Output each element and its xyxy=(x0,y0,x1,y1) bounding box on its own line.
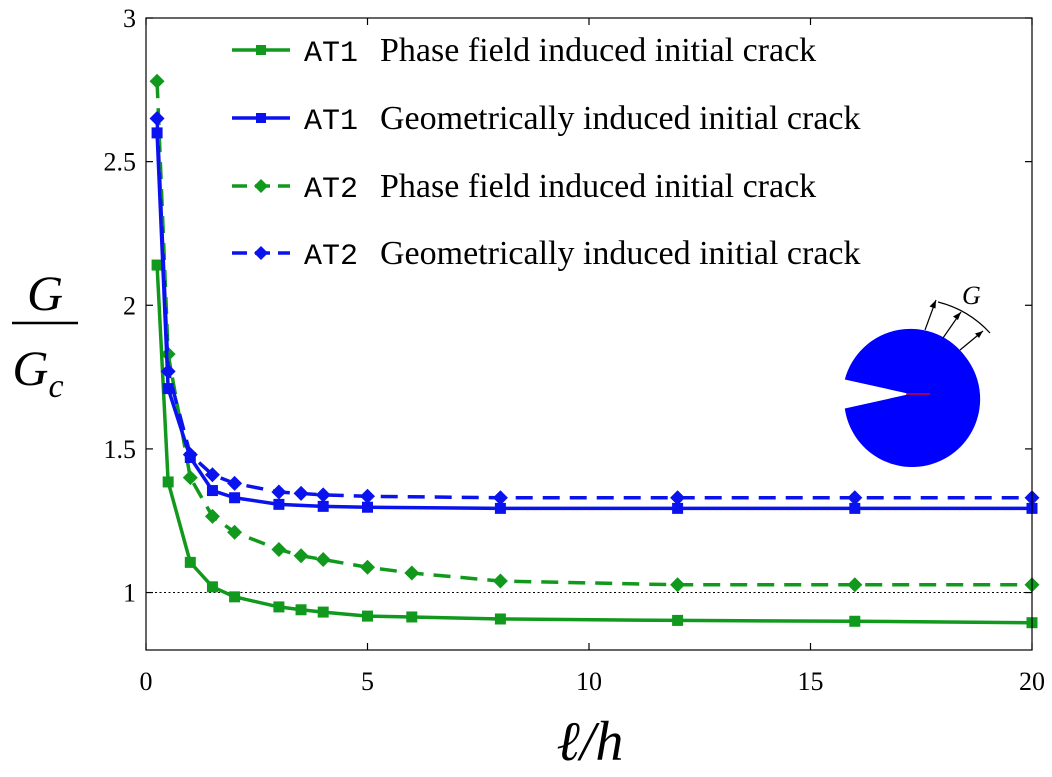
data-point xyxy=(317,606,329,618)
inset-disk xyxy=(844,328,981,468)
data-point xyxy=(494,502,506,514)
legend-entry-2: AT1 Geometrically induced initial crack xyxy=(232,100,861,139)
legend-marker xyxy=(254,246,268,260)
data-point xyxy=(149,73,165,89)
x-tick-label: 20 xyxy=(1019,667,1045,696)
inset-arrowhead-3 xyxy=(975,331,983,338)
y-tick-label: 2 xyxy=(123,291,136,320)
data-point xyxy=(360,559,375,575)
legend-code: AT1 xyxy=(304,105,358,139)
inset-energy-arc xyxy=(937,301,991,334)
data-point xyxy=(849,502,861,514)
legend-label: Phase field induced initial crack xyxy=(380,32,816,69)
series-layer xyxy=(149,73,1040,629)
data-point xyxy=(271,541,287,557)
data-point xyxy=(672,614,684,626)
data-point xyxy=(293,548,309,564)
data-point xyxy=(492,490,508,506)
data-point xyxy=(162,383,174,395)
data-point xyxy=(847,577,863,593)
data-point xyxy=(160,363,176,379)
data-point xyxy=(204,508,220,524)
data-point xyxy=(151,259,163,271)
legend-label: Geometrically induced initial crack xyxy=(380,100,861,137)
legend-marker xyxy=(256,113,266,123)
legend-entry-1: AT1 Phase field induced initial crack xyxy=(232,32,816,71)
y-axis-label-subscript: c xyxy=(49,368,64,405)
data-point xyxy=(273,498,285,510)
data-point xyxy=(317,500,329,512)
legend-code: AT2 xyxy=(304,240,358,274)
data-point xyxy=(494,613,506,625)
data-point xyxy=(162,476,174,488)
legend-entry-3: AT2 Phase field induced initial crack xyxy=(232,168,816,207)
data-point xyxy=(293,485,309,501)
data-point xyxy=(271,484,287,500)
series-3 xyxy=(149,73,1040,593)
data-point xyxy=(406,611,418,623)
data-point xyxy=(362,501,373,513)
data-point xyxy=(670,577,686,593)
plot-frame xyxy=(145,17,1033,651)
series-line xyxy=(155,81,1032,587)
data-point xyxy=(295,604,307,616)
data-point xyxy=(315,552,331,568)
y-axis-label: G Gc xyxy=(12,265,78,405)
y-axis-label-numerator: G xyxy=(27,265,63,321)
data-point xyxy=(315,487,331,503)
data-point xyxy=(206,581,218,593)
data-point xyxy=(149,111,165,127)
series-4 xyxy=(149,111,1040,506)
legend: AT1 Phase field induced initial crack AT1 G… xyxy=(232,32,861,274)
y-tick-label: 1 xyxy=(123,579,136,608)
legend-label: Geometrically induced initial crack xyxy=(380,235,861,272)
tick-labels: 0 5 10 15 20 1 1.5 2 2.5 3 xyxy=(104,4,1046,696)
data-point xyxy=(229,492,241,504)
legend-marker xyxy=(254,179,268,193)
data-point xyxy=(404,565,420,581)
data-point xyxy=(206,485,218,497)
y-axis-label-denominator-main: G xyxy=(12,340,48,396)
data-point xyxy=(227,524,243,540)
inset-cracked-disk: G xyxy=(844,281,991,468)
data-point xyxy=(360,488,375,504)
legend-marker xyxy=(256,45,266,55)
inset-label: G xyxy=(962,281,981,310)
data-point xyxy=(670,490,686,506)
data-point xyxy=(229,591,241,603)
legend-code: AT2 xyxy=(304,173,358,207)
x-axis-label: ℓ/h xyxy=(557,711,624,773)
y-tick-label: 1.5 xyxy=(104,435,137,464)
data-point xyxy=(362,610,373,622)
inset-arrowhead-2 xyxy=(953,312,961,320)
data-point xyxy=(492,573,508,589)
data-point xyxy=(182,470,198,486)
legend-entry-4: AT2 Geometrically induced initial crack xyxy=(232,235,861,274)
x-tick-label: 5 xyxy=(361,667,374,696)
data-point xyxy=(204,467,220,483)
data-point xyxy=(184,556,196,568)
y-tick-label: 2.5 xyxy=(104,148,137,177)
legend-label: Phase field induced initial crack xyxy=(380,168,816,205)
data-point xyxy=(672,502,684,514)
data-point xyxy=(227,475,243,491)
x-tick-label: 10 xyxy=(576,667,602,696)
data-point xyxy=(182,447,198,463)
data-point xyxy=(847,490,863,506)
y-tick-label: 3 xyxy=(123,4,136,33)
x-tick-label: 15 xyxy=(798,667,824,696)
data-point xyxy=(849,615,861,627)
legend-code: AT1 xyxy=(304,37,358,71)
inset-arrowhead-1 xyxy=(929,300,936,309)
x-tick-label: 0 xyxy=(140,667,153,696)
data-point xyxy=(273,601,285,613)
y-axis-label-denominator: Gc xyxy=(12,340,63,405)
